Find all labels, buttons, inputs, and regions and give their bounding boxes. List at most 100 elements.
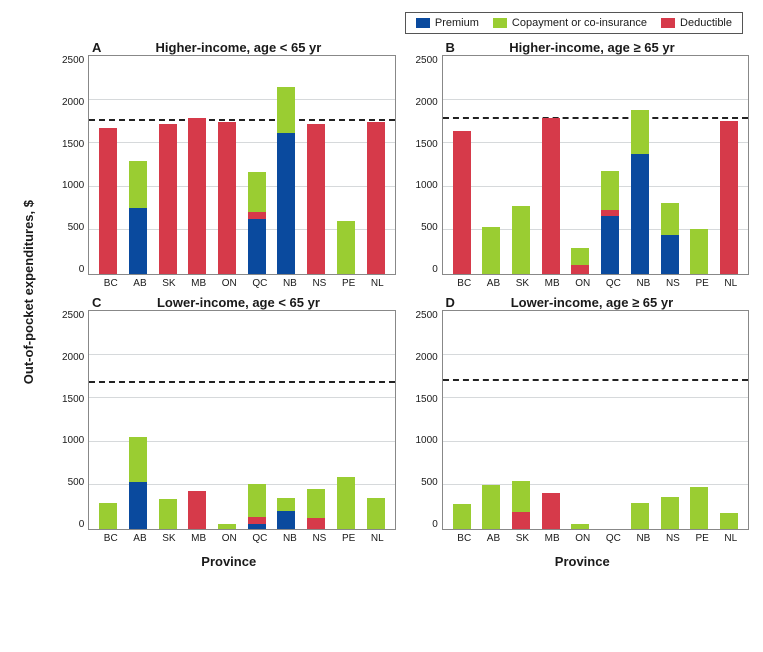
y-ticks: 25002000150010005000 [416, 55, 442, 275]
x-tick: NL [371, 278, 384, 289]
y-tick: 2500 [62, 310, 84, 321]
bar-AB [129, 437, 147, 529]
bar-NB [277, 87, 295, 274]
bar-NB [277, 498, 295, 529]
x-tick: SK [516, 278, 529, 289]
x-tick: MB [191, 278, 206, 289]
legend-swatch-copay [493, 18, 507, 28]
bar-seg-premium [248, 524, 266, 529]
x-tick: NL [724, 278, 737, 289]
bar-PE [337, 477, 355, 529]
bar-seg-premium [277, 133, 295, 274]
bar-seg-deductible [453, 131, 471, 274]
legend-label-premium: Premium [435, 17, 479, 29]
bar-MB [542, 493, 560, 529]
bar-ON [218, 524, 236, 529]
x-tick: QC [252, 278, 267, 289]
bar-seg-deductible [512, 512, 530, 529]
x-tick: NB [636, 533, 650, 544]
x-tick: SK [516, 533, 529, 544]
bar-seg-copay [337, 221, 355, 274]
x-tick: NL [371, 533, 384, 544]
legend-label-deductible: Deductible [680, 17, 732, 29]
bar-seg-premium [277, 511, 295, 529]
bar-seg-premium [661, 235, 679, 274]
bar-seg-copay [690, 487, 708, 529]
bar-seg-copay [367, 498, 385, 529]
bar-BC [453, 504, 471, 529]
y-tick: 2000 [416, 352, 438, 363]
bar-NS [661, 497, 679, 529]
bar-seg-premium [601, 216, 619, 274]
x-tick: QC [606, 533, 621, 544]
x-ticks: BCABSKMBONQCNBNSPENL [446, 278, 750, 289]
y-tick: 500 [421, 222, 438, 233]
y-tick: 2500 [62, 55, 84, 66]
y-tick: 2500 [416, 310, 438, 321]
x-tick: SK [162, 533, 175, 544]
y-tick: 1000 [62, 180, 84, 191]
bar-seg-deductible [188, 491, 206, 529]
panel-A: AHigher-income, age < 65 yr2500200015001… [62, 40, 396, 289]
y-ticks: 25002000150010005000 [416, 310, 442, 530]
bar-PE [690, 487, 708, 529]
bar-seg-deductible [188, 118, 206, 274]
y-tick: 2500 [416, 55, 438, 66]
y-tick: 2000 [416, 97, 438, 108]
legend-item-copay: Copayment or co-insurance [493, 17, 647, 29]
y-tick: 1500 [62, 139, 84, 150]
bar-PE [690, 229, 708, 274]
x-tick: ON [222, 278, 237, 289]
x-tick: BC [104, 533, 118, 544]
bar-ON [218, 122, 236, 274]
legend-item-deductible: Deductible [661, 17, 732, 29]
bar-seg-premium [248, 219, 266, 274]
bar-seg-copay [99, 503, 117, 529]
bar-seg-copay [512, 206, 530, 274]
bar-ON [571, 524, 589, 529]
bar-seg-deductible [720, 121, 738, 274]
x-tick: MB [545, 533, 560, 544]
bar-QC [248, 484, 266, 529]
x-tick: QC [606, 278, 621, 289]
bar-seg-copay [571, 248, 589, 265]
bar-seg-copay [277, 87, 295, 133]
bar-SK [159, 499, 177, 529]
panel-title: Higher-income, age < 65 yr [111, 40, 395, 55]
bar-seg-copay [571, 524, 589, 529]
bar-seg-deductible [159, 124, 177, 274]
x-tick: SK [162, 278, 175, 289]
bar-seg-copay [690, 229, 708, 274]
bar-SK [159, 124, 177, 274]
bar-seg-deductible [307, 124, 325, 274]
x-tick: AB [133, 278, 146, 289]
bar-seg-copay [307, 489, 325, 517]
bar-seg-copay [129, 437, 147, 483]
bar-seg-copay [631, 503, 649, 529]
x-axis-label-left: Province [62, 554, 396, 569]
bar-PE [337, 221, 355, 274]
bar-seg-copay [337, 477, 355, 529]
bar-seg-deductible [307, 518, 325, 529]
bar-QC [248, 172, 266, 274]
x-tick: BC [104, 278, 118, 289]
x-tick: NB [283, 533, 297, 544]
bar-QC [601, 171, 619, 274]
bar-seg-copay [512, 481, 530, 512]
x-tick: MB [545, 278, 560, 289]
y-axis-label: Out-of-pocket expenditures, $ [21, 200, 36, 384]
y-tick: 0 [432, 519, 438, 530]
x-tick: PE [342, 533, 355, 544]
legend-item-premium: Premium [416, 17, 479, 29]
x-tick: NS [312, 533, 326, 544]
bar-NS [661, 203, 679, 274]
plot-area [442, 310, 749, 530]
y-tick: 0 [79, 519, 85, 530]
bar-BC [453, 131, 471, 274]
x-tick: ON [575, 533, 590, 544]
bar-seg-copay [248, 172, 266, 212]
panel-title: Higher-income, age ≥ 65 yr [465, 40, 749, 55]
bar-ON [571, 248, 589, 274]
y-tick: 1500 [416, 139, 438, 150]
bar-seg-deductible [218, 122, 236, 274]
